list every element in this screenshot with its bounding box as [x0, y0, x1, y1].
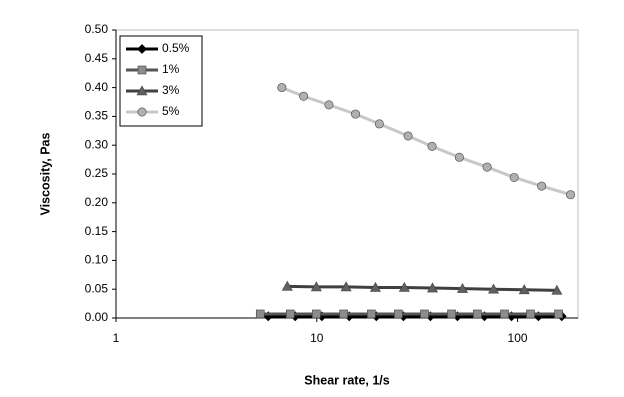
marker — [526, 309, 535, 319]
marker — [426, 282, 439, 293]
legend-label: 0.5% — [162, 41, 190, 55]
marker — [369, 281, 381, 292]
marker — [299, 91, 309, 101]
marker — [482, 162, 492, 172]
y-tick-label: 0.05 — [85, 281, 109, 295]
marker — [281, 280, 293, 291]
legend-label: 1% — [162, 62, 180, 76]
marker — [420, 309, 429, 319]
y-tick-label: 0.35 — [85, 109, 109, 123]
marker — [310, 281, 322, 292]
y-tick-label: 0.25 — [85, 166, 109, 180]
marker — [137, 65, 147, 75]
marker — [351, 109, 361, 119]
marker — [447, 309, 456, 319]
series-line — [287, 284, 557, 292]
y-axis-title: Viscosity, Pas — [38, 132, 52, 215]
x-tick-label: 100 — [508, 331, 528, 345]
legend-label: 5% — [162, 104, 180, 118]
marker — [551, 284, 563, 295]
marker — [537, 181, 547, 191]
marker — [136, 85, 148, 96]
y-tick-label: 0.40 — [85, 80, 109, 94]
marker — [137, 44, 147, 54]
legend-label: 3% — [162, 83, 180, 97]
marker — [394, 309, 403, 319]
marker — [398, 281, 410, 292]
marker — [403, 131, 413, 141]
marker — [137, 107, 147, 117]
marker — [277, 83, 287, 93]
x-tick-label: 10 — [310, 331, 324, 345]
marker — [566, 190, 576, 200]
marker — [339, 309, 348, 319]
x-axis-title: Shear rate, 1/s — [304, 373, 390, 387]
marker — [518, 284, 530, 295]
y-tick-label: 0.30 — [85, 137, 109, 151]
marker — [285, 309, 295, 319]
y-tick-label: 0.45 — [85, 51, 109, 65]
marker — [255, 309, 265, 319]
marker — [312, 309, 321, 319]
marker — [509, 172, 519, 182]
marker — [340, 281, 352, 292]
marker — [367, 309, 376, 319]
y-tick-label: 0.20 — [85, 195, 109, 209]
marker — [554, 309, 563, 319]
marker — [374, 119, 384, 129]
marker — [454, 152, 464, 162]
x-tick-label: 1 — [113, 331, 120, 345]
marker — [473, 309, 482, 319]
y-tick-label: 0.10 — [85, 253, 109, 267]
marker — [500, 309, 509, 319]
y-tick-label: 0.15 — [85, 224, 109, 238]
y-tick-label: 0.00 — [85, 310, 109, 324]
y-tick-label: 0.50 — [85, 22, 109, 36]
marker — [457, 283, 469, 293]
marker — [324, 100, 334, 110]
marker — [488, 283, 500, 294]
marker — [427, 141, 437, 151]
